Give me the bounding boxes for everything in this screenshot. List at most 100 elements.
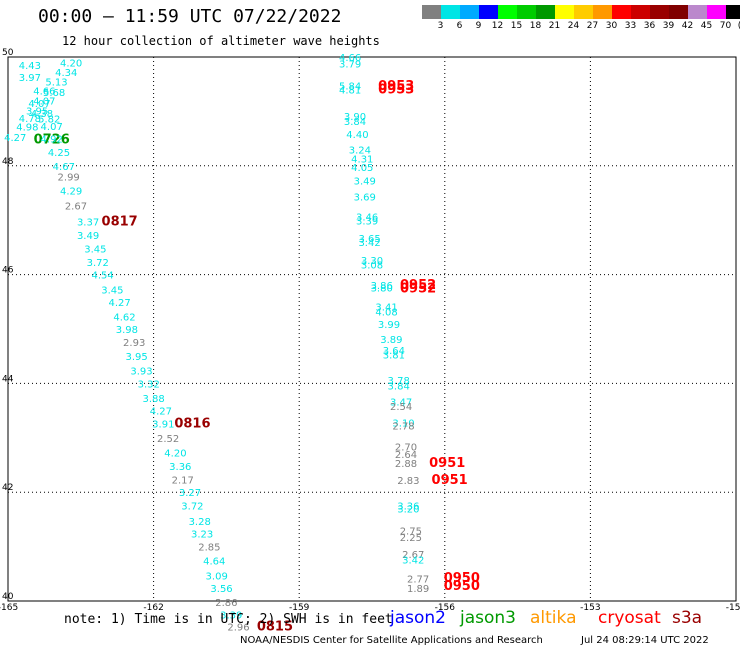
color-scale-tick-label: 27 bbox=[586, 21, 599, 31]
color-scale-tick-label: 9 bbox=[475, 21, 482, 31]
legend-jason3: jason3 bbox=[460, 608, 516, 628]
color-scale-tick-label: 42 bbox=[681, 21, 694, 31]
pass-time-label: 0953 bbox=[378, 83, 414, 98]
color-scale-tick-label: 24 bbox=[567, 21, 580, 31]
wave-height-value: 3.36 bbox=[169, 462, 191, 473]
wave-height-value: 3.45 bbox=[84, 244, 106, 255]
wave-height-value: 2.67 bbox=[402, 550, 424, 561]
wave-height-value: 3.56 bbox=[210, 584, 232, 595]
wave-height-value: 3.30 bbox=[361, 256, 383, 267]
footer-note: note: 1) Time is in UTC; 2) SWH is in fe… bbox=[64, 612, 393, 627]
wave-height-value: 3.24 bbox=[349, 145, 371, 156]
wave-height-value: 3.20 bbox=[397, 505, 419, 516]
y-tick-label: 46 bbox=[2, 266, 14, 276]
wave-height-value: 3.27 bbox=[179, 488, 201, 499]
wave-height-value: 3.80 bbox=[371, 284, 393, 295]
wave-height-value: 3.46 bbox=[356, 212, 378, 223]
pass-time-label: 0953 bbox=[378, 79, 414, 94]
wave-height-value: 4.20 bbox=[164, 448, 186, 459]
wave-height-value: 3.91 bbox=[152, 420, 174, 431]
wave-height-value: 2.99 bbox=[58, 173, 80, 184]
wave-height-value: 3.84 bbox=[388, 382, 410, 393]
wave-height-value: 4.07 bbox=[33, 97, 55, 108]
wave-height-value: 4.31 bbox=[351, 155, 373, 166]
wave-height-value: 3.88 bbox=[142, 394, 164, 405]
wave-height-value: 4.66 bbox=[33, 87, 55, 98]
wave-height-value: 3.41 bbox=[375, 303, 397, 314]
color-swatch bbox=[669, 5, 688, 19]
pass-time-label: 0950 bbox=[444, 571, 480, 586]
wave-height-value: 3.47 bbox=[390, 397, 412, 408]
color-scale-tick-label: 21 bbox=[548, 21, 561, 31]
color-swatch bbox=[707, 5, 726, 19]
pass-time-label: 0950 bbox=[444, 579, 480, 594]
color-swatch bbox=[536, 5, 555, 19]
wave-height-value: 4.34 bbox=[55, 68, 77, 79]
color-scale-tick-label: 15 bbox=[510, 21, 523, 31]
color-swatch bbox=[460, 5, 479, 19]
wave-height-value: 2.25 bbox=[400, 533, 422, 544]
x-tick-label: -162 bbox=[143, 603, 163, 613]
wave-height-value: 5.84 bbox=[339, 81, 361, 92]
wave-height-value: 2.93 bbox=[123, 338, 145, 349]
wave-height-value: 3.32 bbox=[138, 379, 160, 390]
color-swatch bbox=[612, 5, 631, 19]
wave-height-value: 3.28 bbox=[189, 517, 211, 528]
x-tick-label: -156 bbox=[435, 603, 456, 613]
y-tick-label: 48 bbox=[2, 157, 14, 167]
color-scale-tick-label: (ft) bbox=[735, 21, 740, 31]
y-tick-label: 40 bbox=[2, 592, 14, 602]
wave-height-value: 4.40 bbox=[346, 130, 368, 141]
wave-height-value: 3.86 bbox=[371, 281, 393, 292]
wave-height-value: 3.78 bbox=[388, 376, 410, 387]
wave-height-value: 2.52 bbox=[157, 434, 179, 445]
generated-timestamp: Jul 24 08:29:14 UTC 2022 bbox=[581, 635, 709, 646]
wave-height-value: 3.98 bbox=[116, 325, 138, 336]
color-swatch bbox=[726, 5, 740, 19]
wave-height-value: 3.72 bbox=[181, 501, 203, 512]
wave-height-value: 4.08 bbox=[375, 308, 397, 319]
color-scale-tick-label: 70 bbox=[719, 21, 732, 31]
color-swatch bbox=[688, 5, 707, 19]
wave-height-value: 4.27 bbox=[108, 298, 130, 309]
wave-height-value: 4.20 bbox=[60, 58, 82, 69]
wave-height-value: 4.05 bbox=[351, 163, 373, 174]
color-swatch bbox=[650, 5, 669, 19]
wave-height-value: 4.25 bbox=[48, 148, 70, 159]
wave-height-value: 3.39 bbox=[220, 611, 242, 622]
color-swatch bbox=[498, 5, 517, 19]
wave-height-value: 3.93 bbox=[130, 366, 152, 377]
wave-height-value: 2.64 bbox=[395, 450, 417, 461]
wave-height-value: 2.78 bbox=[392, 421, 414, 432]
wave-height-value: 2.96 bbox=[227, 623, 249, 634]
color-swatch bbox=[441, 5, 460, 19]
wave-height-value: 2.67 bbox=[65, 202, 87, 213]
wave-height-value: 3.97 bbox=[19, 73, 41, 84]
wave-height-value: 5.82 bbox=[38, 114, 60, 125]
wave-height-value: 4.27 bbox=[4, 133, 26, 144]
wave-height-value: 2.75 bbox=[400, 526, 422, 537]
wave-height-value: 4.07 bbox=[28, 99, 50, 110]
color-scale-bar bbox=[422, 5, 740, 19]
color-swatch bbox=[517, 5, 536, 19]
credit-line: NOAA/NESDIS Center for Satellite Applica… bbox=[240, 635, 543, 646]
color-swatch bbox=[593, 5, 612, 19]
color-scale-tick-label: 36 bbox=[643, 21, 656, 31]
wave-height-value: 4.29 bbox=[60, 186, 82, 197]
page-subtitle: 12 hour collection of altimeter wave hei… bbox=[62, 34, 380, 48]
wave-height-value: 3.42 bbox=[402, 556, 424, 567]
wave-height-value: 1.89 bbox=[407, 584, 429, 595]
wave-height-value: 3.84 bbox=[344, 117, 366, 128]
y-tick-label: 44 bbox=[2, 374, 14, 384]
wave-height-value: 3.42 bbox=[358, 238, 380, 249]
wave-height-value: 3.89 bbox=[380, 335, 402, 346]
wave-height-value: 2.83 bbox=[397, 476, 419, 487]
wave-height-value: 3.81 bbox=[383, 351, 405, 362]
pass-time-label: 0726 bbox=[34, 133, 70, 148]
wave-height-value: 3.65 bbox=[358, 234, 380, 245]
wave-height-value: 3.99 bbox=[378, 320, 400, 331]
y-tick-label: 42 bbox=[2, 483, 13, 493]
wave-height-value: 5.68 bbox=[43, 88, 65, 99]
x-tick-label: -159 bbox=[289, 603, 310, 613]
